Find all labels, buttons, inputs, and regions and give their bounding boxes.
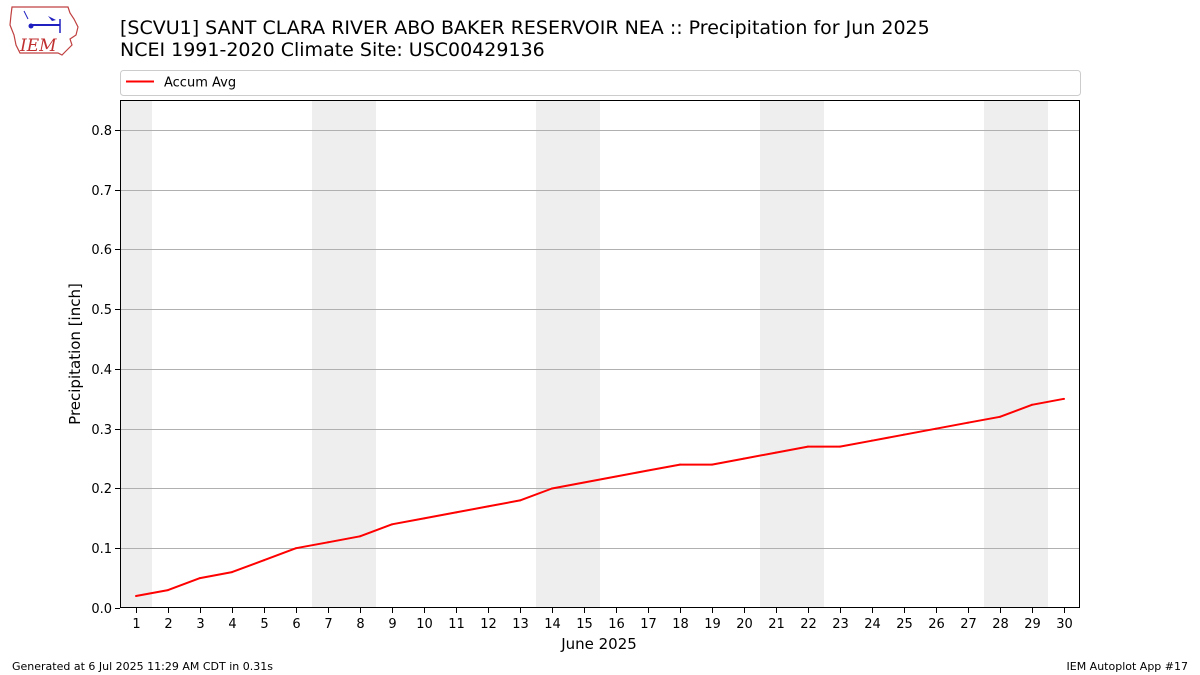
y-tick-label: 0.7 bbox=[91, 184, 112, 199]
data-point-day-3 bbox=[199, 577, 201, 580]
x-tick-label: 3 bbox=[196, 617, 204, 632]
data-point-day-1 bbox=[135, 595, 137, 598]
x-tick-label: 22 bbox=[800, 617, 817, 632]
x-tick-label: 14 bbox=[544, 617, 561, 632]
y-tick-label: 0.8 bbox=[91, 124, 112, 139]
data-point-day-8 bbox=[359, 535, 361, 538]
x-tick-label: 18 bbox=[672, 617, 689, 632]
y-tick-label: 0.6 bbox=[91, 243, 112, 258]
data-point-day-6 bbox=[295, 547, 297, 550]
data-point-day-10 bbox=[423, 517, 425, 520]
x-tick-label: 6 bbox=[292, 617, 300, 632]
weekend-band-day-21 bbox=[760, 100, 792, 608]
x-tick-label: 11 bbox=[448, 617, 465, 632]
data-point-day-30 bbox=[1063, 397, 1065, 400]
data-point-day-17 bbox=[647, 469, 649, 472]
weekend-band-day-14 bbox=[536, 100, 568, 608]
data-point-day-15 bbox=[583, 481, 585, 484]
weekend-band-day-28 bbox=[984, 100, 1016, 608]
data-point-day-25 bbox=[903, 433, 905, 436]
y-axis-label: Precipitation [inch] bbox=[66, 283, 84, 425]
y-tick-label: 0.4 bbox=[91, 363, 112, 378]
data-point-day-16 bbox=[615, 475, 617, 478]
x-tick-label: 7 bbox=[324, 617, 332, 632]
data-point-day-18 bbox=[679, 463, 681, 466]
data-point-day-26 bbox=[935, 427, 937, 430]
data-point-day-12 bbox=[487, 505, 489, 508]
chart-title: [SCVU1] SANT CLARA RIVER ABO BAKER RESER… bbox=[120, 17, 930, 39]
weekend-band-day-1 bbox=[120, 100, 152, 608]
x-tick-label: 20 bbox=[736, 617, 753, 632]
data-point-day-5 bbox=[263, 559, 265, 562]
x-tick-label: 15 bbox=[576, 617, 593, 632]
generated-timestamp: Generated at 6 Jul 2025 11:29 AM CDT in … bbox=[12, 660, 273, 673]
x-tick-label: 30 bbox=[1056, 617, 1073, 632]
x-tick-label: 27 bbox=[960, 617, 977, 632]
data-point-day-9 bbox=[391, 523, 393, 526]
legend: Accum Avg bbox=[120, 70, 1081, 96]
plot-frame bbox=[120, 100, 1080, 608]
data-point-day-19 bbox=[711, 463, 713, 466]
data-point-day-27 bbox=[967, 421, 969, 424]
x-tick-label: 26 bbox=[928, 617, 945, 632]
data-point-day-29 bbox=[1031, 403, 1033, 406]
x-tick-label: 28 bbox=[992, 617, 1009, 632]
data-point-day-11 bbox=[455, 511, 457, 514]
x-tick-label: 13 bbox=[512, 617, 529, 632]
x-tick-label: 24 bbox=[864, 617, 881, 632]
data-point-day-21 bbox=[775, 451, 777, 454]
weekend-band-day-7 bbox=[312, 100, 344, 608]
x-tick-label: 25 bbox=[896, 617, 913, 632]
x-tick-label: 1 bbox=[132, 617, 140, 632]
data-point-day-13 bbox=[519, 499, 521, 502]
y-tick-label: 0.0 bbox=[91, 602, 112, 617]
x-tick-label: 23 bbox=[832, 617, 849, 632]
data-point-day-2 bbox=[167, 589, 169, 592]
data-point-day-14 bbox=[551, 487, 553, 490]
x-tick-label: 5 bbox=[260, 617, 268, 632]
x-tick-label: 29 bbox=[1024, 617, 1041, 632]
y-tick-label: 0.3 bbox=[91, 423, 112, 438]
data-point-day-24 bbox=[871, 439, 873, 442]
x-tick-label: 2 bbox=[164, 617, 172, 632]
data-point-day-22 bbox=[807, 445, 809, 448]
iem-logo: IEM bbox=[8, 5, 80, 59]
x-tick-label: 8 bbox=[356, 617, 364, 632]
x-tick-label: 9 bbox=[388, 617, 396, 632]
x-tick-label: 12 bbox=[480, 617, 497, 632]
x-tick-label: 4 bbox=[228, 617, 236, 632]
iem-logo-text: IEM bbox=[19, 36, 57, 56]
data-point-day-20 bbox=[743, 457, 745, 460]
x-axis-label: June 2025 bbox=[560, 635, 637, 653]
data-point-day-4 bbox=[231, 571, 233, 574]
data-point-day-23 bbox=[839, 445, 841, 448]
x-tick-label: 17 bbox=[640, 617, 657, 632]
weekend-band-day-22 bbox=[792, 100, 824, 608]
y-tick-label: 0.2 bbox=[91, 482, 112, 497]
x-tick-label: 16 bbox=[608, 617, 625, 632]
app-credit: IEM Autoplot App #17 bbox=[1066, 660, 1189, 673]
x-tick-label: 21 bbox=[768, 617, 785, 632]
x-tick-label: 19 bbox=[704, 617, 721, 632]
chart-subtitle: NCEI 1991-2020 Climate Site: USC00429136 bbox=[120, 39, 545, 61]
data-point-day-7 bbox=[327, 541, 329, 544]
y-tick-label: 0.1 bbox=[91, 542, 112, 557]
x-tick-label: 10 bbox=[416, 617, 433, 632]
series-line-accum-avg bbox=[135, 397, 1065, 597]
data-point-day-28 bbox=[999, 415, 1001, 418]
weekend-band-day-15 bbox=[568, 100, 600, 608]
y-tick-label: 0.5 bbox=[91, 303, 112, 318]
weekend-band-day-29 bbox=[1016, 100, 1048, 608]
legend-label-accum-avg: Accum Avg bbox=[164, 76, 236, 91]
weekend-band-day-8 bbox=[344, 100, 376, 608]
